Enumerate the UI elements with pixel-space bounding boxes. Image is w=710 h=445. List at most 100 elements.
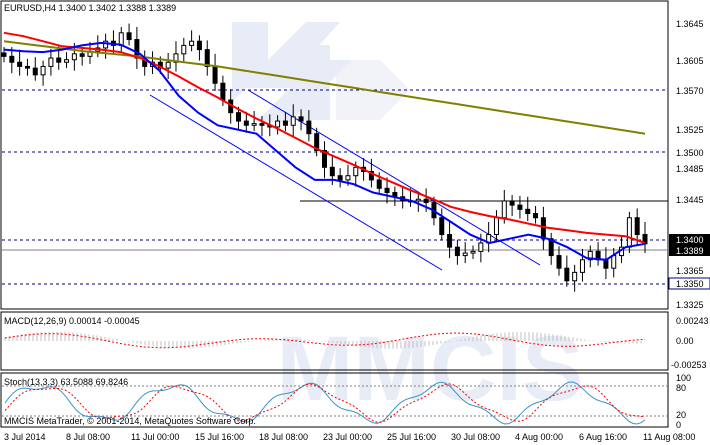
candle-body <box>329 166 335 177</box>
candle-body <box>548 238 554 257</box>
x-label: 6 Aug 16:00 <box>579 432 627 442</box>
candle-body <box>478 242 484 252</box>
candle-body <box>337 175 343 181</box>
candle-body <box>540 217 546 240</box>
macd-title: MACD(12,26,9) 0.00014 -0.00045 <box>4 316 140 326</box>
candle-body <box>642 234 648 245</box>
x-label: 11 Aug 08:00 <box>643 432 695 442</box>
candle-body <box>298 116 304 122</box>
candle-body <box>259 123 265 126</box>
candle-body <box>517 204 523 210</box>
level-badge-13350 <box>668 277 710 290</box>
y-label: 1.3500 <box>676 148 704 158</box>
candle-body <box>533 213 539 219</box>
candle-body <box>611 255 617 269</box>
candle-body <box>353 166 359 177</box>
stoch-panel-border <box>0 372 669 428</box>
stoch-title: Stoch(13,3,3) 63.5088 69.8246 <box>4 377 128 387</box>
y-label: 1.3645 <box>676 19 704 29</box>
level-lines[interactable] <box>2 89 668 285</box>
x-label: 30 Jul 08:00 <box>451 432 500 442</box>
candle-body <box>1 52 7 57</box>
candle-body <box>40 65 46 76</box>
y-label: 1.3485 <box>676 164 704 174</box>
candle-body <box>384 187 390 194</box>
candle-body <box>314 133 320 151</box>
candle-body <box>165 61 171 69</box>
candle-body <box>509 200 515 206</box>
main-chart-title: EURUSD,H4 1.3400 1.3402 1.3388 1.3389 <box>4 3 176 13</box>
price-badge-13400 <box>669 234 710 245</box>
current-price-label: 1.3389 <box>676 246 704 256</box>
macd-y-label: 0.00243 <box>676 316 709 326</box>
stoch-y-axis: 100 80 20 0 <box>676 373 691 430</box>
ma-fast-line[interactable] <box>3 41 646 261</box>
x-label: 18 Jul 08:00 <box>259 432 308 442</box>
candle-body <box>173 53 179 63</box>
y-label: 1.3365 <box>676 266 704 276</box>
candle-body <box>556 255 562 269</box>
macd-signal-line[interactable] <box>4 332 646 349</box>
candle-body <box>462 252 468 257</box>
candle-body <box>447 234 453 248</box>
candle-body <box>212 65 218 84</box>
y-label: 1.3570 <box>676 86 704 96</box>
ma-mid-line[interactable] <box>3 31 646 244</box>
candle-body <box>204 49 210 67</box>
stoch-main-line[interactable] <box>4 381 646 425</box>
y-label: 1.3350 <box>676 279 704 289</box>
trend-channel[interactable] <box>149 89 541 271</box>
candle-body <box>290 116 296 126</box>
candle-body <box>236 112 242 122</box>
candle-body <box>71 53 77 61</box>
x-label: 25 Jul 16:00 <box>387 432 436 442</box>
candle-body <box>470 250 476 254</box>
candle-body <box>243 120 249 126</box>
macd-y-label: -0.00253 <box>671 360 707 370</box>
candle-body <box>587 250 593 261</box>
candle-body <box>64 59 70 63</box>
candle-body <box>439 217 445 236</box>
candle-body <box>579 259 585 273</box>
macd-panel-border <box>0 311 669 371</box>
x-axis: 3 Jul 2014 8 Jul 08:00 11 Jul 00:00 15 J… <box>4 432 695 442</box>
candle-body <box>454 246 460 257</box>
stoch-y-label: 0 <box>676 420 681 430</box>
y-label-badge: 1.3400 <box>676 235 704 245</box>
stoch-signal-line[interactable] <box>4 383 646 423</box>
watermark-text: MMCIS <box>277 318 584 420</box>
y-label: 1.3445 <box>676 195 704 205</box>
stoch-y-label: 80 <box>676 383 686 393</box>
ma-slow-line[interactable] <box>3 40 646 135</box>
candle-body <box>603 259 609 269</box>
watermark-logo: MMCIS <box>232 22 583 420</box>
candle-body <box>275 120 281 128</box>
candle-body <box>196 40 202 51</box>
main-y-axis: 1.3645 1.3605 1.3570 1.3525 1.3500 1.348… <box>668 19 710 310</box>
channel-lower-line <box>149 94 443 271</box>
channel-upper-line <box>247 89 541 266</box>
candle-body <box>17 61 23 67</box>
candle-body <box>525 208 531 215</box>
candle-body <box>368 171 374 181</box>
candle-body <box>56 57 62 63</box>
macd-y-label: 0.00 <box>676 336 694 346</box>
macd-y-axis: 0.00243 0.00 -0.00253 <box>671 316 709 370</box>
candle-body <box>189 40 195 46</box>
candle-body <box>9 55 15 63</box>
x-label: 3 Jul 2014 <box>4 432 46 442</box>
candle-body <box>306 120 312 135</box>
stoch-y-label: 20 <box>676 410 686 420</box>
x-label: 23 Jul 00:00 <box>323 432 372 442</box>
candle-body <box>118 32 124 46</box>
x-label: 15 Jul 16:00 <box>195 432 244 442</box>
copyright-footer: MMCIS MetaTrader, © 2001-2014, MetaQuote… <box>4 416 256 426</box>
candle-body <box>322 149 327 168</box>
candle-body <box>48 57 54 67</box>
candle-body <box>626 217 632 248</box>
candle-body <box>251 123 257 126</box>
candle-body <box>282 120 288 126</box>
candle-body <box>103 40 109 49</box>
y-label: 1.3605 <box>676 56 704 66</box>
